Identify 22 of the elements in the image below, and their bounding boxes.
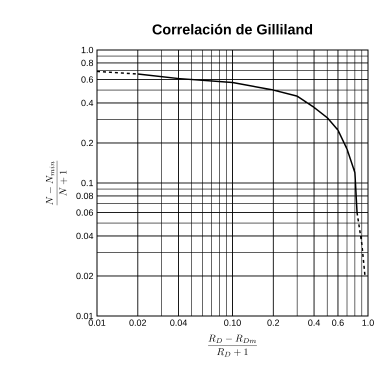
y-tick-label: 0.4 <box>81 100 94 106</box>
x-tick-label: 0.6 <box>332 320 344 326</box>
chart-title: Correlación de Gilliland <box>152 24 312 35</box>
y-axis-title: $\frac{N - N_{min}}{N + 1}$ <box>46 160 68 206</box>
y-tick-label: 0.04 <box>76 232 94 240</box>
x-tick-label: 0.02 <box>129 320 146 326</box>
y-tick-label: 0.6 <box>81 76 94 83</box>
y-tick-label: 0.8 <box>81 60 94 66</box>
y-tick-label: 1.0 <box>82 46 94 54</box>
x-tick-label: 0.04 <box>170 320 188 326</box>
y-tick-label: 0.02 <box>76 272 94 280</box>
y-tick-label: 0.08 <box>76 192 94 200</box>
x-axis-title: $\frac{R_D - R_{Dm}}{R_D + 1}$ <box>208 334 257 357</box>
x-tick-label: 0.01 <box>88 320 106 326</box>
x-tick-label: 0.4 <box>308 320 320 326</box>
x-tick-label: 0.10 <box>224 320 241 326</box>
y-tick-label: 0.06 <box>76 209 94 216</box>
x-tick-label: 1.0 <box>362 320 374 326</box>
y-tick-label: 0.01 <box>76 312 94 320</box>
y-tick-label: 0.2 <box>81 140 94 146</box>
y-tick-label: 0.1 <box>81 180 94 186</box>
x-tick-label: 0.2 <box>267 320 280 326</box>
